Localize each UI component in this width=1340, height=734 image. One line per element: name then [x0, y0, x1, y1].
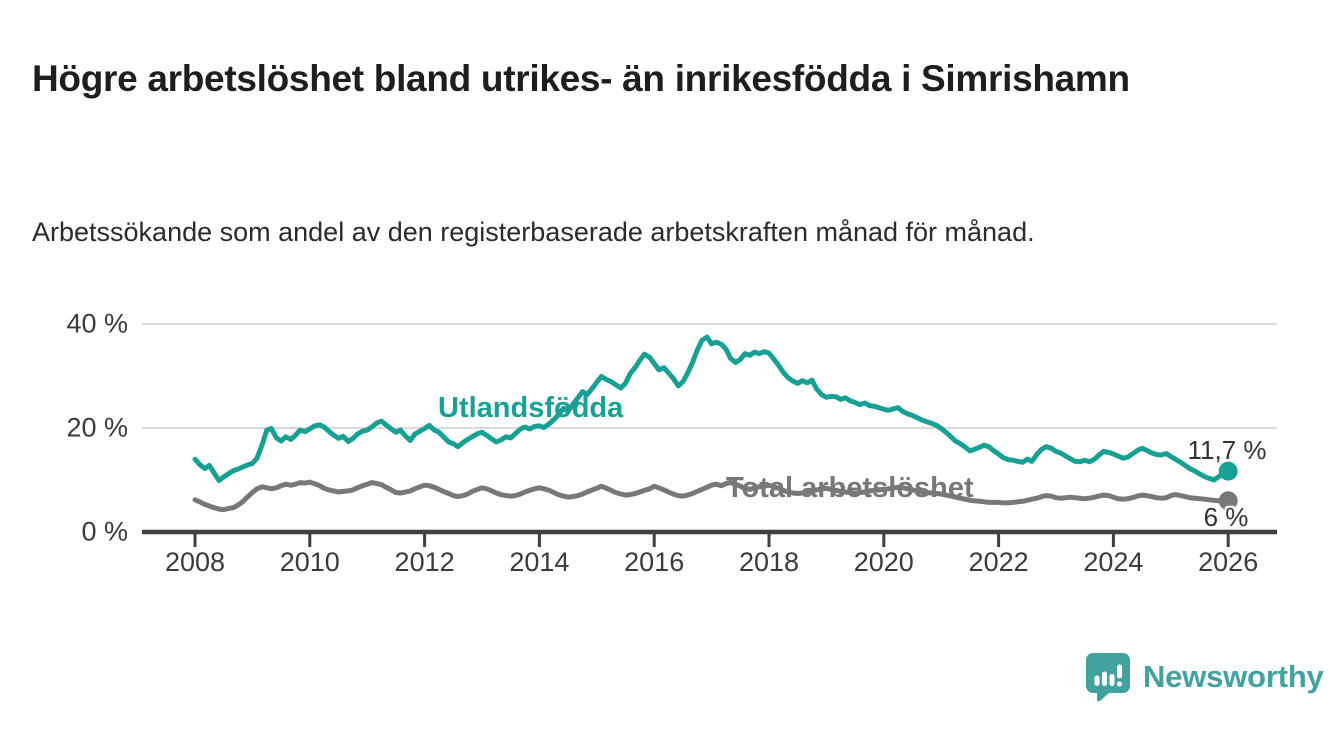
series-line-total: [192, 479, 1231, 513]
end-value-label-total: 6 %: [1203, 502, 1249, 532]
x-tick-label-2016: 2016: [624, 547, 685, 577]
newsworthy-logo-icon: [1086, 653, 1130, 702]
y-tick-label-40: 40 %: [66, 308, 128, 339]
x-tick-label-2020: 2020: [853, 547, 914, 577]
chart-subtitle: Arbetssökande som andel av den registerb…: [32, 217, 1035, 247]
series-label-total-arbetsloshet: Total arbetslöshet: [726, 472, 974, 504]
y-tick-label-0: 0 %: [81, 516, 128, 547]
series-end-dot-total: [1218, 491, 1238, 511]
x-tick-label-2026: 2026: [1198, 547, 1259, 577]
series-label-utlandsfodda: Utlandsfödda: [438, 392, 624, 424]
series-line-utlandsfodda: [192, 334, 1231, 483]
x-tick-label-2014: 2014: [509, 547, 570, 577]
y-tick-label-20: 20 %: [66, 412, 128, 443]
x-tick-label-2018: 2018: [738, 547, 800, 577]
newsworthy-logo-text: Newsworthy: [1143, 659, 1324, 694]
x-tick-label-2024: 2024: [1083, 547, 1144, 577]
x-tick-label-2008: 2008: [164, 547, 226, 577]
x-tick-label-2012: 2012: [394, 547, 455, 577]
x-tick-label-2022: 2022: [968, 547, 1029, 577]
series-end-dot-utlandsfodda: [1218, 461, 1238, 481]
chart-title: Högre arbetslöshet bland utrikes- än inr…: [32, 57, 1130, 99]
x-tick-label-2010: 2010: [279, 547, 340, 577]
newsworthy-logo: Newsworthy: [1085, 652, 1324, 702]
end-value-label-utlandsfodda: 11,7 %: [1187, 435, 1267, 465]
